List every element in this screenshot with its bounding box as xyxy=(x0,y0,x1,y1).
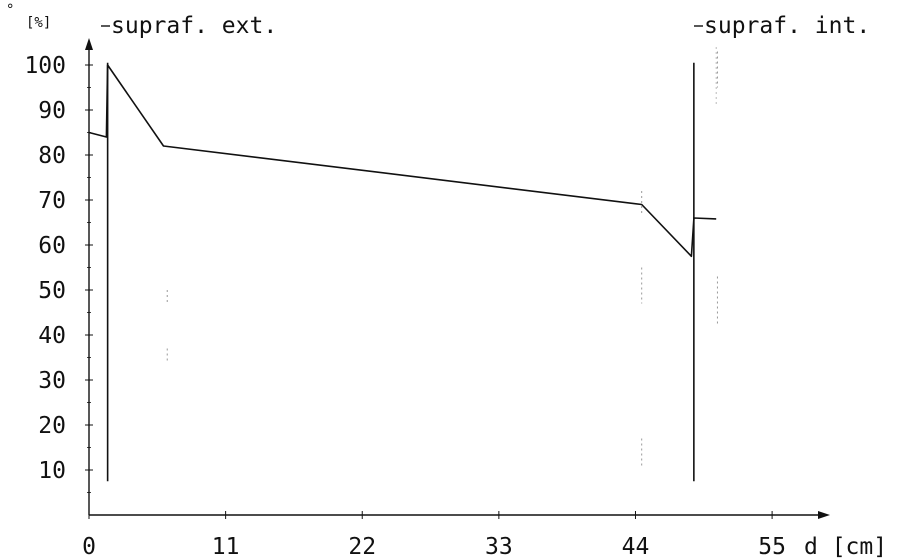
y-tick-label: 90 xyxy=(38,98,66,124)
y-tick-label: 100 xyxy=(24,53,66,79)
labels: d [cm] [%] ° supraf. ext. supraf. int. xyxy=(6,2,887,560)
y-tick-label: 70 xyxy=(38,188,66,214)
x-tick-label: 0 xyxy=(82,534,96,560)
annotation-supraf-int: supraf. int. xyxy=(704,13,870,39)
y-axis-symbol: ° xyxy=(6,2,14,18)
y-tick-label: 80 xyxy=(38,143,66,169)
y-tick-label: 20 xyxy=(38,413,66,439)
y-tick-label: 40 xyxy=(38,323,66,349)
y-tick-label: 50 xyxy=(38,278,66,304)
y-axis-arrow xyxy=(85,38,93,50)
x-tick-label: 33 xyxy=(485,534,513,560)
y-tick-label: 60 xyxy=(38,233,66,259)
x-tick-label: 44 xyxy=(622,534,650,560)
ticks: 10 20 30 40 50 60 70 80 90 100 0 11 22 33 44 55 xyxy=(24,53,785,560)
x-tick-label: 22 xyxy=(348,534,376,560)
x-axis-arrow xyxy=(818,511,830,519)
x-axis-label: d [cm] xyxy=(804,534,887,560)
y-tick-label: 10 xyxy=(38,458,66,484)
y-axis-label: [%] xyxy=(26,15,51,31)
annotation-supraf-ext: supraf. ext. xyxy=(111,13,277,39)
x-tick-label: 11 xyxy=(212,534,240,560)
series xyxy=(88,64,717,258)
x-tick-label: 55 xyxy=(758,534,786,560)
series-line xyxy=(88,64,717,258)
boundary-lines xyxy=(106,47,718,482)
axes xyxy=(85,38,830,519)
y-tick-label: 30 xyxy=(38,368,66,394)
